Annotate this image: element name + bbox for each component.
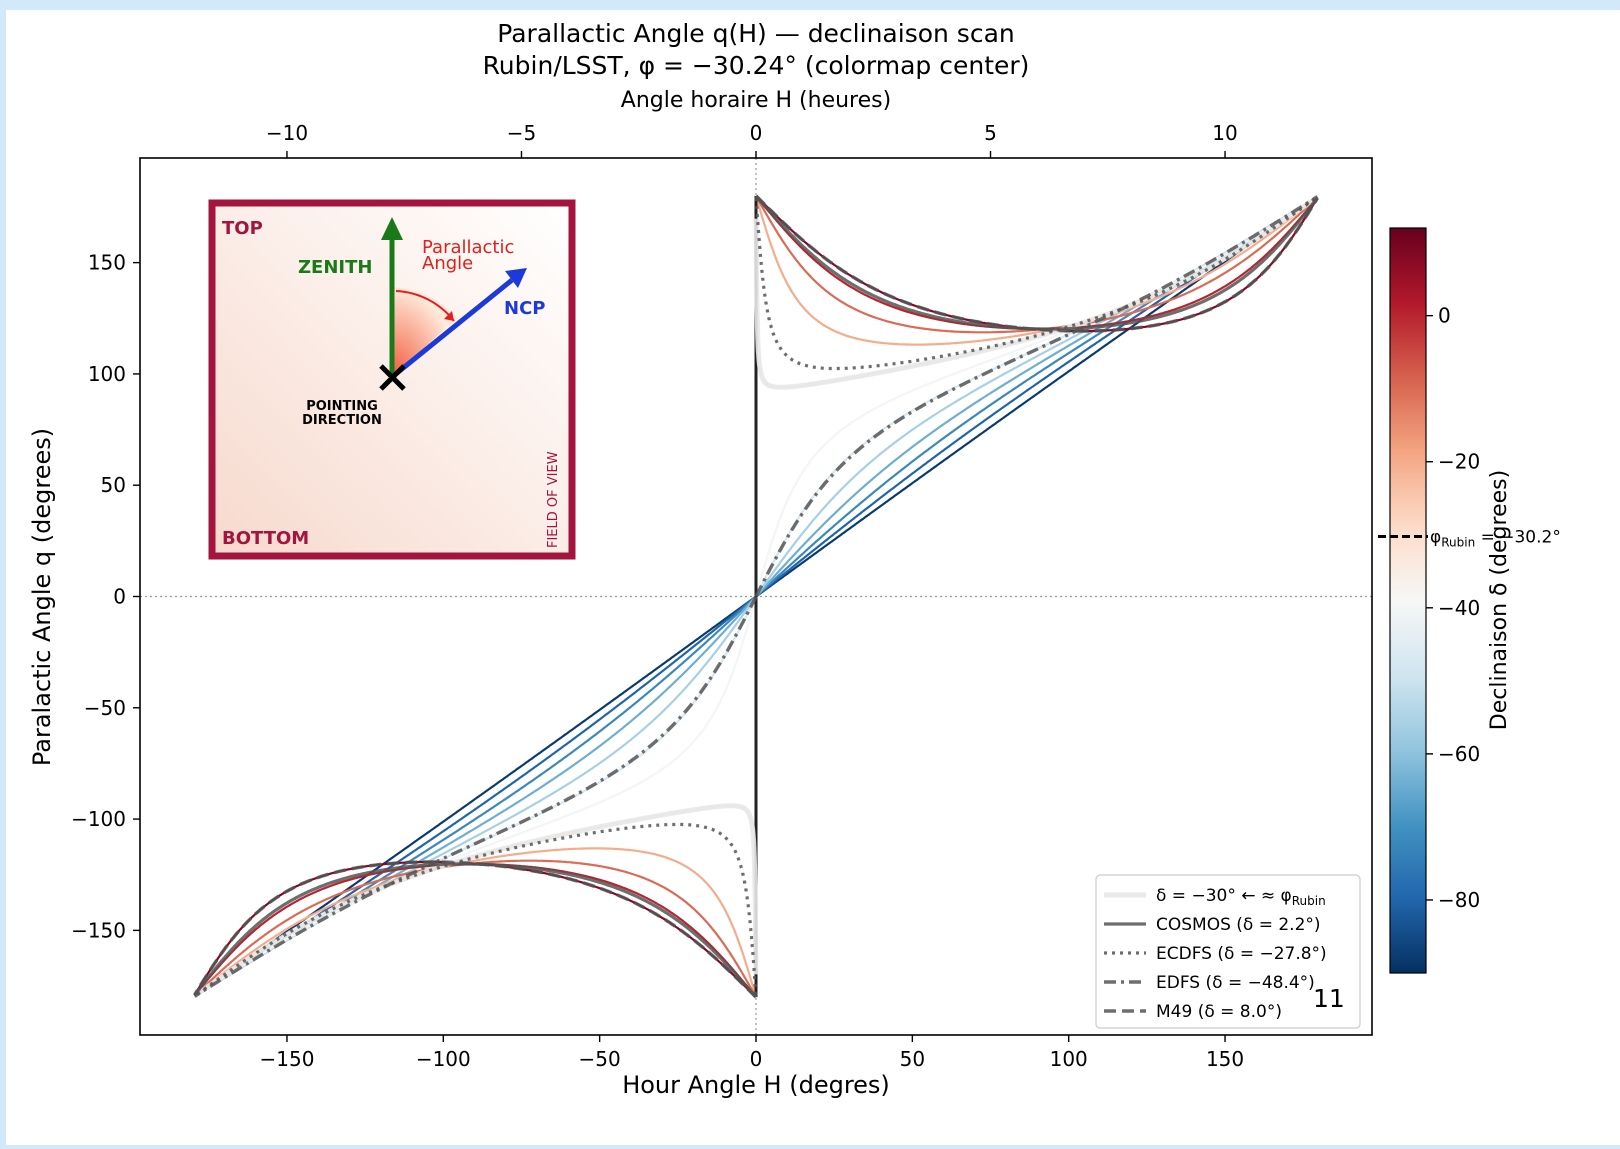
colorbar-label: Declinaison δ (degrees) <box>1487 470 1512 730</box>
y-tick-label: −50 <box>84 696 126 720</box>
x-axis-label: Hour Angle H (degres) <box>622 1071 890 1099</box>
colorbar-tick-label: −20 <box>1438 450 1480 474</box>
ncp-arrow <box>390 278 514 379</box>
legend-label: EDFS (δ = −48.4°) <box>1156 973 1315 993</box>
parallactic-angle-arrowhead <box>444 311 454 321</box>
colorbar-tick-label: −40 <box>1438 596 1480 620</box>
inset-diagram: TOP BOTTOM ZENITH NCP Parallactic Angle … <box>208 199 576 560</box>
figure-canvas: Parallactic Angle q(H) — declinaison sca… <box>6 10 1620 1145</box>
x-tick-label: −150 <box>259 1047 314 1071</box>
series-line <box>193 195 1319 998</box>
y-tick-label: 100 <box>88 362 126 386</box>
x-tick-label: 0 <box>750 1047 763 1071</box>
x-tick-label: 100 <box>1050 1047 1088 1071</box>
highlighted-series-line <box>193 194 1319 999</box>
inset-bottom-label: BOTTOM <box>222 528 309 549</box>
top-axis-label: Angle horaire H (heures) <box>621 88 891 113</box>
inset-fov-label: FIELD OF VIEW <box>546 451 561 548</box>
series-line <box>193 195 1319 998</box>
inset-zenith-label: ZENITH <box>298 257 372 278</box>
zenith-arrowhead <box>381 217 403 240</box>
legend-label: COSMOS (δ = 2.2°) <box>1156 915 1321 935</box>
x-tick-label: −100 <box>416 1047 471 1071</box>
inset-direction-label: DIRECTION <box>302 413 382 428</box>
top-tick-label: 10 <box>1212 121 1237 145</box>
y-axis-label: Paralactic Angle q (degrees) <box>28 428 56 766</box>
pointing-cross-icon <box>379 364 406 391</box>
legend-label: δ = −30° ← ≈ φRubin <box>1156 886 1326 908</box>
y-tick-label: −150 <box>71 918 126 942</box>
colorbar-tick-label: 0 <box>1438 304 1451 328</box>
inset-top-label: TOP <box>222 218 263 239</box>
y-tick-label: 150 <box>88 251 126 275</box>
inset-angle-label: Angle <box>422 253 473 274</box>
y-tick-label: 0 <box>113 585 126 609</box>
ncp-arrowhead <box>505 268 527 288</box>
top-tick-label: 0 <box>750 121 763 145</box>
series-group <box>193 194 1319 999</box>
x-tick-label: 50 <box>900 1047 925 1071</box>
y-tick-label: −100 <box>71 807 126 831</box>
top-tick-label: 5 <box>984 121 997 145</box>
x-tick-label: 150 <box>1206 1047 1244 1071</box>
top-tick-label: −10 <box>266 121 308 145</box>
x-tick-label: −50 <box>579 1047 621 1071</box>
legend: δ = −30° ← ≈ φRubin COSMOS (δ = 2.2°) ECDF… <box>1095 874 1361 1029</box>
annotation-label: 11 <box>1313 984 1345 1013</box>
parallactic-angle-wedge <box>392 287 457 377</box>
chart-title-line2: Rubin/LSST, φ = −30.24° (colormap center… <box>483 51 1030 80</box>
y-tick-label: 50 <box>101 473 126 497</box>
legend-label: ECDFS (δ = −27.8°) <box>1156 944 1327 964</box>
colorbar-tick-label: −60 <box>1438 742 1480 766</box>
legend-box <box>1095 874 1361 1029</box>
parallactic-angle-chart: Parallactic Angle q(H) — declinaison sca… <box>28 19 1561 1099</box>
inset-pointing-label: POINTING <box>306 399 378 414</box>
inset-parallactic-label: Parallactic <box>422 237 514 258</box>
highlighted-series-line <box>193 195 1319 998</box>
x-axis-ticks: −150 −100 −50 0 50 100 150 <box>259 1035 1244 1071</box>
top-tick-label: −5 <box>507 121 536 145</box>
highlighted-series-line <box>193 195 1319 998</box>
colorbar-gradient <box>1389 227 1427 974</box>
y-axis-ticks: −150 −100 −50 0 50 100 150 <box>71 251 140 942</box>
legend-label: M49 (δ = 8.0°) <box>1156 1002 1282 1022</box>
chart-title-line1: Parallactic Angle q(H) — declinaison sca… <box>497 19 1014 48</box>
colorbar-tick-label: −80 <box>1438 888 1480 912</box>
top-axis-ticks: −10 −5 0 5 10 <box>266 121 1238 158</box>
inset-ncp-label: NCP <box>504 298 545 319</box>
